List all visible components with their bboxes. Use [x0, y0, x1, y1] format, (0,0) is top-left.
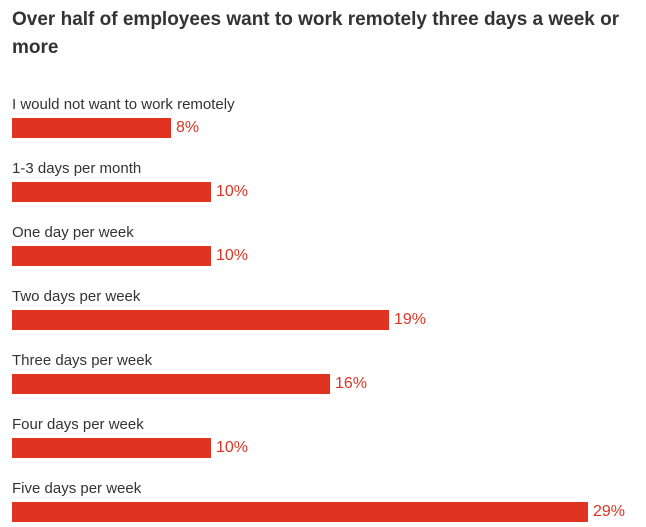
bar — [12, 246, 211, 266]
bar-row: One day per week 10% — [12, 224, 642, 268]
bar — [12, 438, 211, 458]
bar — [12, 374, 330, 394]
bar-category-label: Five days per week — [12, 480, 142, 497]
bar-row: 1-3 days per month 10% — [12, 160, 642, 204]
bar-value-label: 8% — [176, 119, 200, 136]
bar-value-label: 10% — [216, 183, 249, 200]
bar-row: Two days per week 19% — [12, 288, 642, 332]
bar-value-label: 19% — [394, 311, 427, 328]
bar-category-label: 1-3 days per month — [12, 160, 142, 177]
bar-value-label: 29% — [593, 503, 626, 520]
bar-value-label: 10% — [216, 247, 249, 264]
bar — [12, 182, 211, 202]
chart-title: Over half of employees want to work remo… — [12, 9, 620, 58]
bar-row: Five days per week 29% — [12, 480, 642, 524]
bar-row: Four days per week 10% — [12, 416, 642, 460]
bar-category-label: Two days per week — [12, 288, 141, 305]
bar — [12, 310, 389, 330]
bar-category-label: Three days per week — [12, 352, 153, 369]
bar-value-label: 10% — [216, 439, 249, 456]
bar-row: Three days per week 16% — [12, 352, 642, 396]
bar — [12, 118, 171, 138]
bar-value-label: 16% — [335, 375, 368, 392]
bar — [12, 502, 588, 522]
bar-category-label: One day per week — [12, 224, 134, 241]
bar-category-label: Four days per week — [12, 416, 144, 433]
bar-row: I would not want to work remotely 8% — [12, 96, 642, 140]
bar-category-label: I would not want to work remotely — [12, 96, 235, 113]
